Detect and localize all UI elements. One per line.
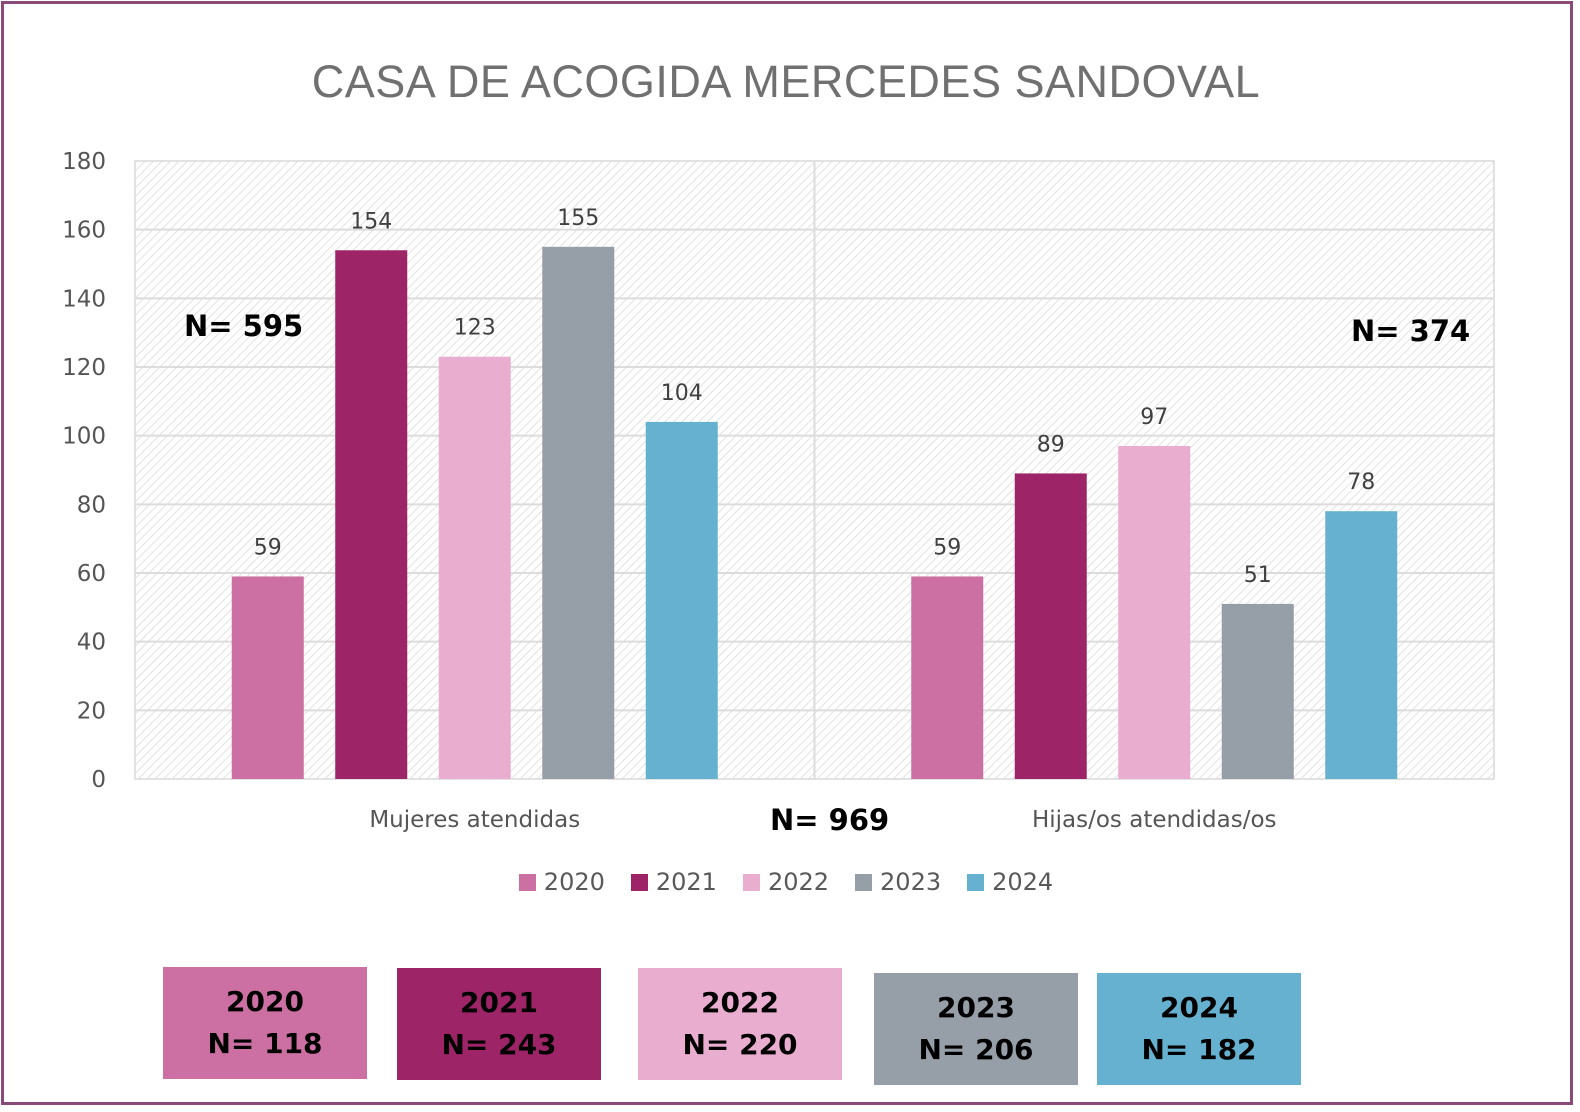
legend-swatch xyxy=(518,873,536,891)
bar-value-label: 89 xyxy=(1037,432,1065,457)
bar-value-label: 97 xyxy=(1140,405,1168,430)
y-tick-label: 160 xyxy=(62,218,106,244)
y-tick-label: 60 xyxy=(77,561,106,587)
bar-2022-mujeres xyxy=(438,356,511,779)
y-tick-label: 40 xyxy=(77,630,106,656)
y-tick-label: 20 xyxy=(77,698,106,724)
bar-2023-hijos xyxy=(1221,603,1294,779)
bar-2022-hijos xyxy=(1118,445,1191,779)
year-total-n: N= 220 xyxy=(682,1028,798,1061)
year-total-n: N= 206 xyxy=(918,1033,1034,1066)
y-tick-label: 120 xyxy=(62,355,106,381)
legend-item-2023: 2023 xyxy=(855,868,941,896)
legend-label: 2023 xyxy=(880,868,942,896)
legend-swatch xyxy=(630,873,648,891)
legend-label: 2022 xyxy=(767,868,830,896)
bar-value-label: 104 xyxy=(661,381,703,406)
n-mujeres-annotation: N= 595 xyxy=(184,309,304,343)
y-tick-label: 140 xyxy=(62,286,106,312)
year-total-box-2023: 2023 N= 206 xyxy=(874,973,1078,1085)
bar-value-label: 123 xyxy=(454,316,496,341)
bar-value-label: 51 xyxy=(1244,563,1272,588)
bar-2023-mujeres xyxy=(542,246,615,780)
bar-2021-hijos xyxy=(1014,473,1087,779)
bar-value-label: 59 xyxy=(933,535,961,560)
bar-2024-mujeres xyxy=(645,421,718,779)
bar-2020-hijos xyxy=(911,576,984,779)
year-total-box-2024: 2024 N= 182 xyxy=(1097,973,1301,1085)
year-total-n: N= 182 xyxy=(1141,1033,1257,1066)
bar-value-label: 155 xyxy=(557,206,599,231)
legend-item-2021: 2021 xyxy=(630,868,717,896)
legend-swatch xyxy=(855,873,873,891)
n-hijos-annotation: N= 374 xyxy=(1351,314,1471,348)
bar-value-label: 78 xyxy=(1347,470,1375,495)
category-label: Mujeres atendidas xyxy=(369,807,580,833)
y-tick-label: 0 xyxy=(91,767,106,793)
chart-title: CASA DE ACOGIDA MERCEDES SANDOVAL xyxy=(311,56,1261,107)
legend-label: 2020 xyxy=(543,868,605,896)
year-total-year: 2024 xyxy=(1160,991,1238,1024)
legend-item-2024: 2024 xyxy=(967,868,1053,896)
bar-2021-mujeres xyxy=(335,250,408,779)
year-total-year: 2022 xyxy=(701,986,779,1019)
bar-value-label: 154 xyxy=(350,209,392,234)
year-total-box-2020: 2020 N= 118 xyxy=(163,967,367,1079)
chart-legend: 2020 2021 2022 2023 2024 xyxy=(0,868,1572,896)
legend-label: 2024 xyxy=(992,868,1054,896)
bar-2020-mujeres xyxy=(231,576,304,779)
year-total-year: 2023 xyxy=(937,991,1015,1024)
year-total-box-2021: 2021 N= 243 xyxy=(397,968,601,1080)
n-total-annotation: N= 969 xyxy=(770,803,890,837)
year-total-n: N= 118 xyxy=(207,1027,323,1060)
y-tick-label: 100 xyxy=(62,424,106,450)
year-total-year: 2021 xyxy=(460,986,538,1019)
legend-item-2022: 2022 xyxy=(742,868,830,896)
legend-swatch xyxy=(742,873,760,891)
legend-item-2020: 2020 xyxy=(518,868,605,896)
bar-value-label: 59 xyxy=(254,535,282,560)
legend-swatch xyxy=(967,873,985,891)
y-tick-label: 80 xyxy=(77,492,106,518)
category-label: Hijas/os atendidas/os xyxy=(1032,807,1277,833)
bar-2024-hijos xyxy=(1325,511,1398,779)
year-total-year: 2020 xyxy=(226,985,304,1018)
y-tick-label: 180 xyxy=(62,149,106,175)
legend-label: 2021 xyxy=(655,868,717,896)
year-total-n: N= 243 xyxy=(441,1028,557,1061)
year-total-box-2022: 2022 N= 220 xyxy=(638,968,842,1080)
